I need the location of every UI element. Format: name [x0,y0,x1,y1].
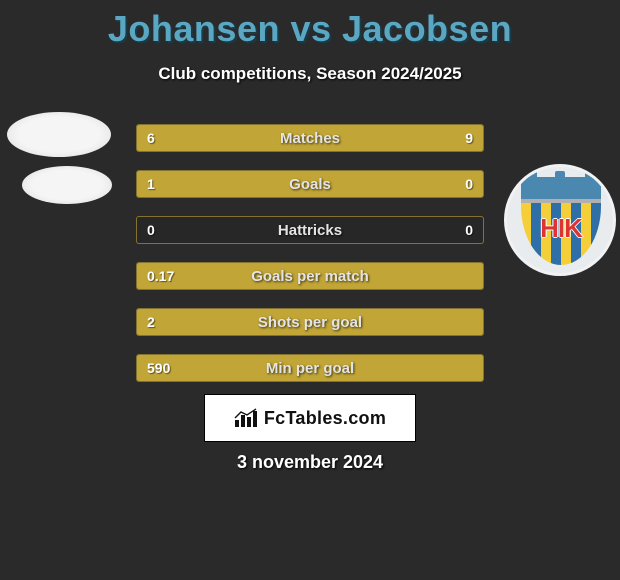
value-right: 9 [455,125,483,151]
watermark-box: FcTables.com [204,394,416,442]
stat-row: Goals1 0 [136,170,484,198]
value-left: 0 [137,217,165,243]
stat-row: Hattricks0 0 [136,216,484,244]
club-crest-icon: HIK [504,164,616,276]
stat-row: Matches6 9 [136,124,484,152]
value-right [463,309,483,335]
stat-label: Min per goal [137,355,483,381]
stat-label: Hattricks [137,217,483,243]
stat-label: Shots per goal [137,309,483,335]
page-subtitle: Club competitions, Season 2024/2025 [0,64,620,84]
player-right-avatar: HIK [506,160,616,290]
stat-row: Min per goal590 [136,354,484,382]
stat-label: Matches [137,125,483,151]
value-left: 6 [137,125,165,151]
stat-row: Shots per goal2 [136,308,484,336]
value-right: 0 [455,217,483,243]
crest-letters: HIK [521,213,601,244]
stats-container: Matches69Goals10Hattricks00Goals per mat… [136,124,484,400]
page-title: Johansen vs Jacobsen [0,0,620,50]
watermark-text: FcTables.com [264,408,386,429]
value-left: 1 [137,171,165,197]
value-right: 0 [455,171,483,197]
value-left: 0.17 [137,263,184,289]
stat-row: Goals per match0.17 [136,262,484,290]
value-left: 2 [137,309,165,335]
value-left: 590 [137,355,180,381]
date-text: 3 november 2024 [0,452,620,473]
value-right [463,355,483,381]
stat-label: Goals [137,171,483,197]
player-left-avatar [4,100,114,230]
stat-label: Goals per match [137,263,483,289]
value-right [463,263,483,289]
chart-icon [234,408,258,428]
